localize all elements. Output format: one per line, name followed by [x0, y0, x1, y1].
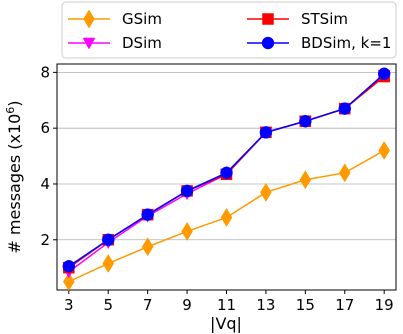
y-axis-label-close: )	[5, 100, 24, 106]
x-axis-label: |Vq|	[210, 314, 242, 333]
data-point	[220, 207, 233, 227]
data-point	[180, 184, 194, 198]
data-point	[141, 237, 154, 257]
data-point	[299, 114, 312, 128]
legend-marker	[83, 9, 95, 29]
data-point	[338, 102, 352, 115]
legend-item: STSim	[247, 10, 348, 28]
data-point	[62, 260, 76, 273]
x-tick-label: 9	[182, 296, 192, 314]
legend-label: BDSim, k=1	[301, 34, 391, 52]
x-tick-label: 19	[375, 296, 394, 314]
legend-marker	[261, 36, 275, 50]
data-point	[378, 141, 390, 160]
legend-marker	[262, 13, 274, 25]
legend-label: GSim	[122, 10, 162, 28]
series-0	[63, 141, 390, 292]
legend-marker	[82, 37, 96, 50]
data-point	[102, 254, 115, 273]
x-tick-label: 11	[217, 296, 236, 314]
y-tick-label: 8	[40, 63, 50, 81]
y-tick-label: 2	[40, 231, 50, 249]
data-point	[181, 221, 193, 241]
data-point	[141, 208, 154, 221]
data-point	[63, 272, 75, 292]
legend-frame	[61, 1, 397, 59]
x-axis: 3 5 7 9 11 13 15 17 19	[64, 290, 394, 314]
x-tick-label: 15	[296, 296, 315, 314]
x-tick-label: 5	[103, 296, 113, 314]
grid	[57, 71, 396, 241]
x-tick-label: 13	[256, 296, 275, 314]
series-group	[62, 67, 391, 292]
data-point	[259, 126, 273, 139]
legend-label: STSim	[301, 10, 348, 28]
y-axis-label-exponent: 6	[4, 107, 17, 114]
data-point	[299, 170, 312, 190]
legend-item: BDSim, k=1	[247, 34, 391, 52]
y-axis-label: # messages (x106)	[4, 100, 24, 253]
y-axis: 2 4 6 8	[40, 63, 57, 249]
series-3	[62, 67, 391, 273]
legend-label: DSim	[122, 34, 162, 52]
legend-item: DSim	[68, 34, 162, 52]
y-tick-label: 4	[40, 175, 50, 193]
y-tick-label: 6	[40, 119, 50, 137]
x-tick-label: 17	[335, 296, 354, 314]
x-tick-label: 3	[64, 296, 74, 314]
data-point	[220, 166, 233, 180]
data-point	[338, 163, 351, 183]
data-point	[377, 67, 391, 81]
x-tick-label: 7	[143, 296, 153, 314]
legend: GSim DSim STSim BDSim, k=1	[61, 1, 397, 59]
legend-item: GSim	[68, 9, 162, 29]
y-axis-label-main: # messages (x10	[5, 114, 24, 254]
data-point	[260, 182, 272, 202]
data-point	[101, 233, 115, 247]
